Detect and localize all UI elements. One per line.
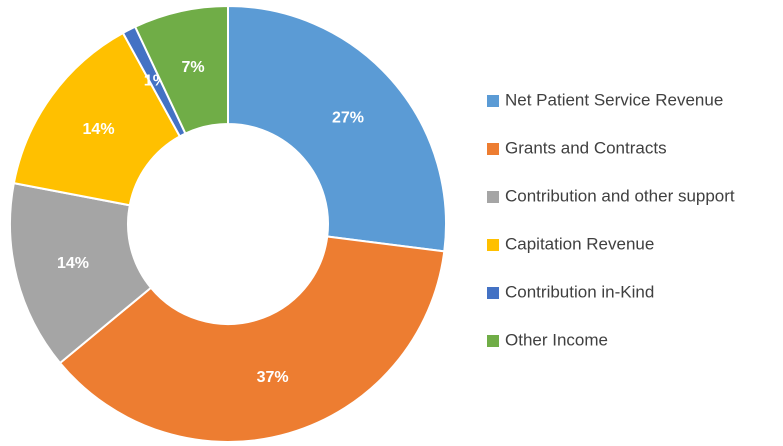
legend-label: Other Income bbox=[505, 330, 608, 349]
legend-swatch bbox=[487, 287, 499, 299]
data-label: 27% bbox=[332, 109, 364, 126]
legend-swatch bbox=[487, 143, 499, 155]
donut-segment bbox=[58, 235, 446, 443]
data-label: 37% bbox=[257, 369, 289, 386]
legend-swatch bbox=[487, 95, 499, 107]
donut-segment bbox=[12, 31, 182, 207]
legend-label: Grants and Contracts bbox=[505, 138, 667, 157]
legend-label: Net Patient Service Revenue bbox=[505, 90, 723, 109]
donut-segment bbox=[133, 4, 229, 135]
data-label: 14% bbox=[83, 121, 115, 138]
legend-label: Contribution in-Kind bbox=[505, 282, 654, 301]
legend-label: Capitation Revenue bbox=[505, 234, 654, 253]
data-label: 7% bbox=[182, 59, 205, 76]
legend-swatch bbox=[487, 191, 499, 203]
legend-swatch bbox=[487, 239, 499, 251]
legend-swatch bbox=[487, 335, 499, 347]
data-label: 14% bbox=[57, 255, 89, 272]
legend-label: Contribution and other support bbox=[505, 186, 735, 205]
donut-segment bbox=[9, 181, 153, 365]
donut-segment bbox=[227, 4, 447, 253]
